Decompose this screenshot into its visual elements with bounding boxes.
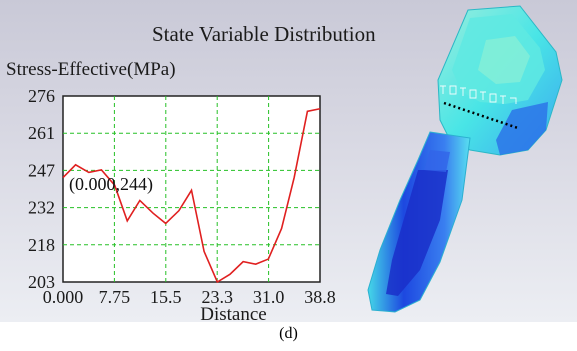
model-render[interactable] [0, 0, 577, 322]
y-tick-label: 247 [28, 160, 55, 180]
x-tick-label: 23.3 [201, 287, 233, 307]
x-tick-label: 31.0 [253, 287, 285, 307]
y-tick-label: 218 [28, 235, 55, 255]
y-tick-label: 232 [28, 198, 55, 218]
x-tick-label: 38.8 [304, 287, 336, 307]
x-tick-label: 15.5 [150, 287, 182, 307]
y-tick-label: 203 [28, 272, 55, 292]
x-tick-label: 7.75 [99, 287, 131, 307]
y-tick-label: 276 [28, 86, 55, 106]
render-viewport[interactable]: State Variable Distribution 276 261 247 232… [0, 0, 577, 322]
probe-annotation: (0.000,244) [69, 174, 153, 195]
y-axis-label: Stress-Effective(MPa) [6, 59, 176, 80]
x-axis-label: Distance [200, 304, 266, 322]
model-plate [496, 102, 548, 155]
y-tick-label: 261 [28, 123, 55, 143]
x-tick-label: 0.000 [43, 287, 84, 307]
figure-caption: (d) [279, 325, 298, 342]
section-line [443, 101, 519, 130]
stage-title: State Variable Distribution [152, 22, 376, 46]
